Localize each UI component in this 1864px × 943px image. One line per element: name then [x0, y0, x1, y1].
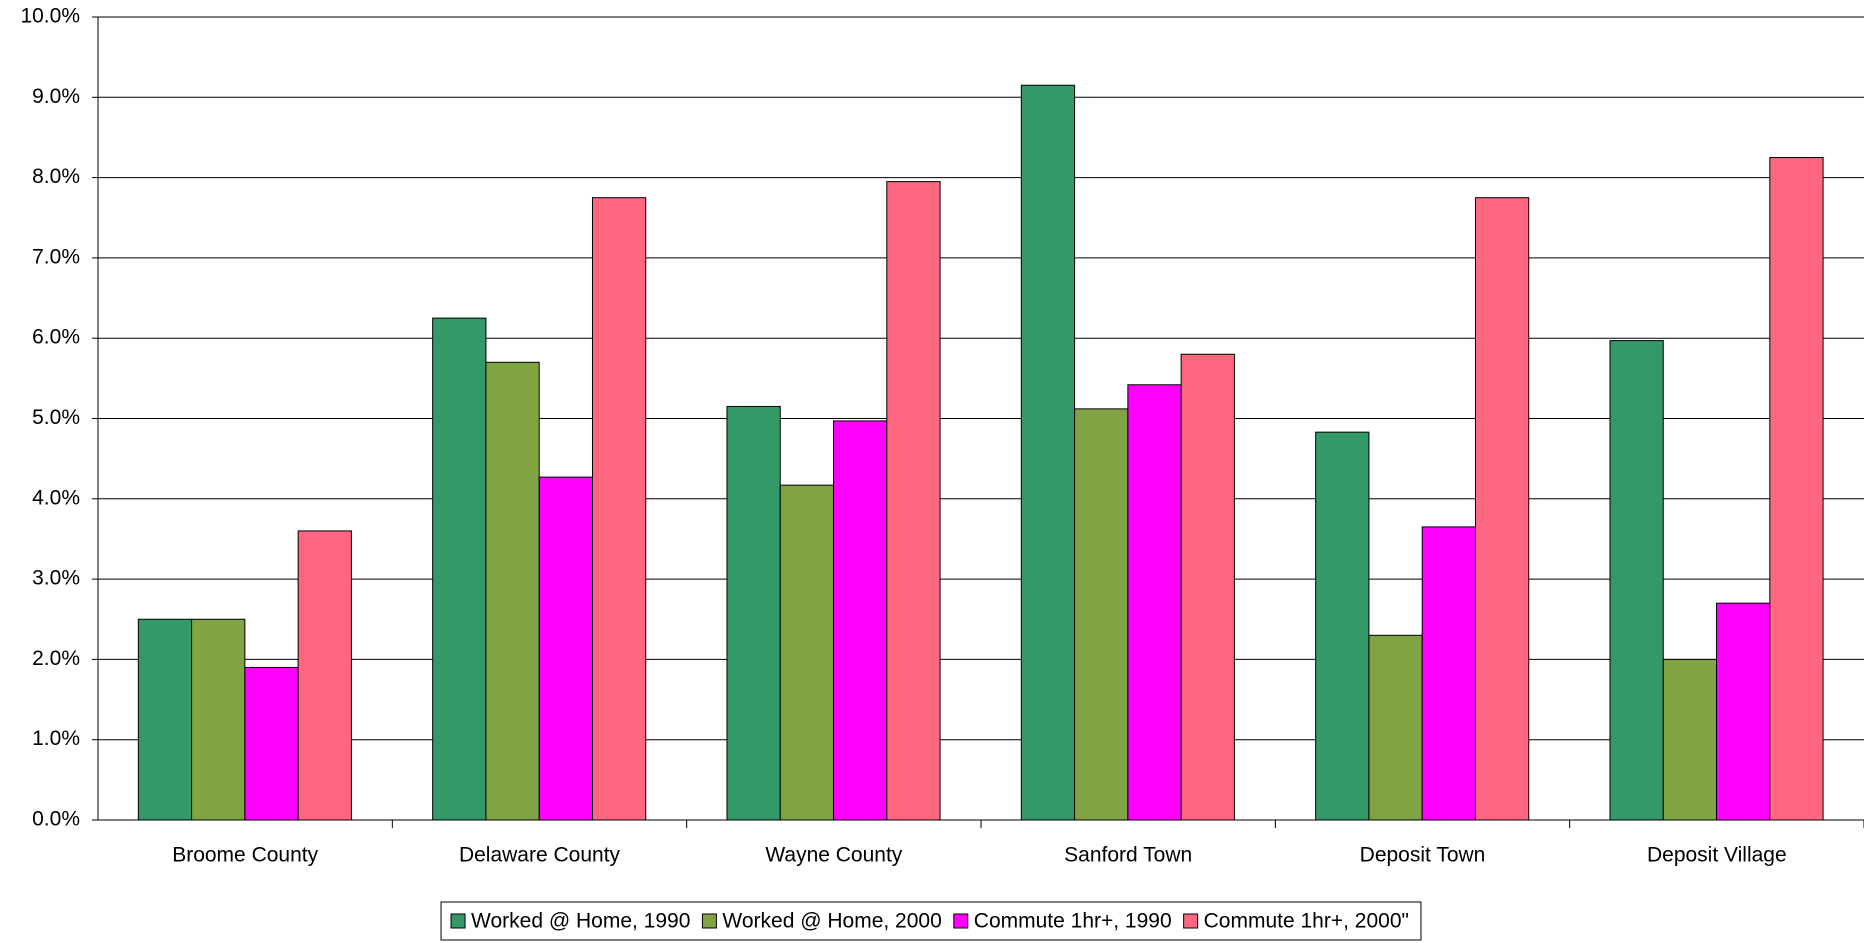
bar: [1609, 340, 1664, 821]
legend-swatch: [450, 913, 466, 929]
y-tick-label: 2.0%: [32, 647, 80, 670]
y-tick-label: 4.0%: [32, 486, 80, 509]
x-tick-label: Wayne County: [765, 844, 902, 867]
bar: [1180, 353, 1235, 821]
x-tick-label: Sanford Town: [1064, 844, 1192, 867]
legend-swatch: [953, 913, 969, 929]
bar: [726, 405, 781, 821]
y-tick-label: 8.0%: [32, 165, 80, 188]
y-tick-label: 6.0%: [32, 326, 80, 349]
bar: [1368, 634, 1423, 821]
bar: [244, 666, 299, 821]
y-tick-label: 5.0%: [32, 406, 80, 429]
x-tick-label: Delaware County: [459, 844, 621, 867]
bar: [1127, 384, 1182, 821]
bar: [538, 476, 593, 821]
bar: [1315, 431, 1370, 821]
legend: Worked @ Home, 1990 Worked @ Home, 2000 Co…: [440, 901, 1422, 941]
bar: [886, 181, 941, 821]
x-tick-label: Broome County: [172, 844, 318, 867]
y-tick-label: 7.0%: [32, 245, 80, 268]
y-tick-label: 10.0%: [20, 5, 80, 28]
bar: [1020, 84, 1076, 821]
bar: [591, 197, 647, 821]
legend-label: Worked @ Home, 1990: [471, 910, 690, 933]
y-tick-label: 0.0%: [32, 808, 80, 831]
bar: [485, 361, 540, 821]
legend-label: Commute 1hr+, 1990: [974, 910, 1172, 933]
bar: [1421, 526, 1476, 821]
legend-label: Worked @ Home, 2000: [722, 910, 941, 933]
bar: [297, 530, 352, 821]
x-tick-label: Deposit Village: [1647, 844, 1787, 867]
bar: [1474, 197, 1530, 821]
bar: [137, 618, 193, 821]
legend-box: [440, 901, 1422, 941]
bar: [1074, 408, 1129, 821]
legend-label: Commute 1hr+, 2000": [1204, 910, 1409, 933]
bar: [432, 317, 487, 821]
bar: [833, 420, 888, 821]
bar: [1662, 658, 1718, 821]
bar: [1716, 602, 1771, 821]
x-tick-label: Deposit Town: [1360, 844, 1486, 867]
legend-swatch: [701, 913, 717, 929]
y-tick-label: 1.0%: [32, 727, 80, 750]
bar: [779, 484, 835, 821]
bar: [1769, 157, 1824, 821]
legend-swatch: [1183, 913, 1199, 929]
bar: [191, 618, 246, 821]
y-tick-label: 9.0%: [32, 85, 80, 108]
y-tick-label: 3.0%: [32, 567, 80, 590]
